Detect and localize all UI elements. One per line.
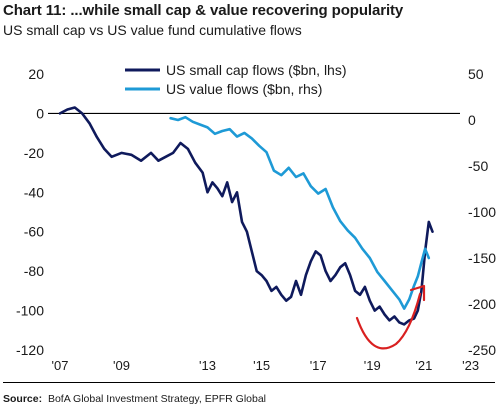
x-tick-label: '13 — [199, 358, 216, 373]
x-axis: '07 '09 '13 '15 '17 '19 '21 '23 — [52, 358, 480, 373]
footer-divider — [3, 382, 495, 383]
x-tick-label: '15 — [253, 358, 270, 373]
x-tick-label: '23 — [462, 358, 479, 373]
y-left-tick-label: -120 — [16, 342, 44, 358]
x-tick-label: '09 — [113, 358, 130, 373]
y-left-tick-label: 0 — [36, 105, 44, 121]
y-left-tick-label: 20 — [28, 66, 44, 82]
x-tick-label: '17 — [310, 358, 327, 373]
x-tick-label: '19 — [364, 358, 381, 373]
y-left-tick-label: -20 — [24, 145, 44, 161]
chart-title: Chart 11: ...while small cap & value rec… — [3, 2, 404, 19]
y-right-tick-label: -200 — [468, 296, 496, 312]
x-tick-label: '21 — [415, 358, 432, 373]
annotation-arrow — [355, 284, 426, 350]
y-left-tick-label: -60 — [24, 224, 44, 240]
annotation-arrow-head — [409, 284, 426, 302]
source-label: Source: — [3, 393, 43, 405]
y-right-tick-label: -50 — [468, 158, 488, 174]
x-tick-label: '07 — [52, 358, 69, 373]
legend: US small cap flows ($bn, lhs) US value fl… — [125, 62, 347, 97]
legend-label: US small cap flows ($bn, lhs) — [166, 62, 347, 78]
source-note: Source: BofA Global Investment Strategy,… — [3, 393, 266, 405]
y-right-tick-label: -150 — [468, 250, 496, 266]
y-left-axis: 20 0 -20 -40 -60 -80 -100 -120 — [16, 66, 44, 358]
y-right-tick-label: -100 — [468, 204, 496, 220]
annotation-arrow-curve — [355, 292, 422, 350]
legend-label: US value flows ($bn, rhs) — [166, 81, 322, 97]
series-layer — [58, 106, 434, 326]
y-right-tick-label: 50 — [468, 66, 484, 82]
y-left-tick-label: -80 — [24, 263, 44, 279]
y-left-tick-label: -100 — [16, 303, 44, 319]
chart-subtitle: US small cap vs US value fund cumulative… — [3, 22, 302, 38]
y-right-tick-label: 0 — [468, 112, 476, 128]
source-text: BofA Global Investment Strategy, EPFR Gl… — [47, 393, 267, 405]
y-right-tick-label: -250 — [468, 342, 496, 358]
y-left-tick-label: -40 — [24, 184, 44, 200]
series-line-value — [169, 115, 431, 310]
series-line-small-cap — [58, 106, 434, 326]
y-right-axis: 50 0 -50 -100 -150 -200 -250 — [468, 66, 496, 358]
